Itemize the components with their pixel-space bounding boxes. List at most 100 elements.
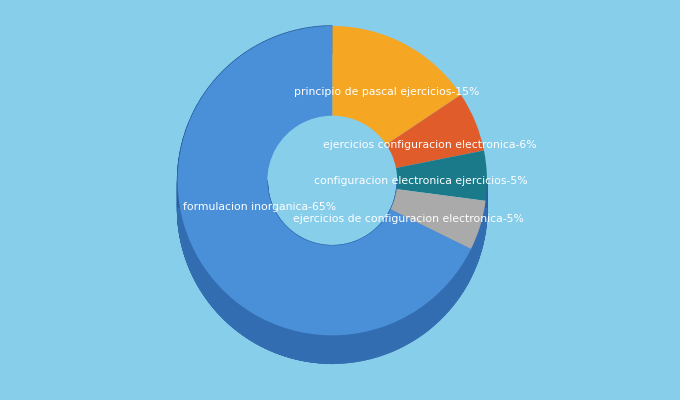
Polygon shape: [436, 294, 438, 323]
Polygon shape: [185, 132, 186, 162]
Polygon shape: [188, 122, 189, 152]
Polygon shape: [305, 28, 308, 56]
Polygon shape: [242, 306, 244, 336]
Polygon shape: [213, 81, 214, 110]
Polygon shape: [228, 65, 230, 94]
Text: principio de pascal ejercicios-15%: principio de pascal ejercicios-15%: [294, 88, 479, 98]
Polygon shape: [388, 324, 390, 353]
Polygon shape: [320, 335, 322, 363]
Polygon shape: [213, 279, 214, 308]
Polygon shape: [224, 68, 226, 98]
Polygon shape: [350, 334, 353, 362]
Polygon shape: [342, 245, 343, 273]
Polygon shape: [290, 330, 292, 358]
Polygon shape: [374, 230, 375, 258]
Polygon shape: [187, 124, 188, 155]
Polygon shape: [295, 331, 297, 359]
Polygon shape: [279, 326, 281, 354]
Polygon shape: [390, 323, 393, 352]
Polygon shape: [335, 246, 336, 274]
Polygon shape: [448, 282, 449, 311]
Polygon shape: [264, 320, 266, 348]
Polygon shape: [211, 82, 213, 112]
Polygon shape: [432, 297, 434, 326]
Polygon shape: [330, 335, 333, 363]
Polygon shape: [214, 281, 216, 310]
Polygon shape: [360, 239, 362, 267]
Polygon shape: [219, 74, 221, 103]
Polygon shape: [296, 234, 297, 263]
Polygon shape: [305, 240, 306, 268]
Polygon shape: [341, 335, 343, 363]
Polygon shape: [249, 311, 251, 340]
Polygon shape: [221, 288, 222, 318]
Polygon shape: [322, 245, 324, 273]
Polygon shape: [402, 318, 404, 347]
Polygon shape: [328, 335, 331, 363]
Polygon shape: [474, 240, 475, 270]
Polygon shape: [341, 245, 342, 273]
Polygon shape: [236, 302, 238, 331]
Polygon shape: [378, 226, 379, 255]
Polygon shape: [185, 228, 186, 258]
Polygon shape: [201, 263, 203, 293]
Polygon shape: [377, 227, 378, 255]
Polygon shape: [284, 328, 286, 356]
Polygon shape: [233, 300, 235, 329]
Polygon shape: [337, 245, 338, 273]
Polygon shape: [209, 275, 211, 305]
Polygon shape: [355, 241, 356, 270]
Polygon shape: [219, 286, 221, 316]
Polygon shape: [201, 96, 203, 126]
Polygon shape: [296, 331, 299, 360]
Polygon shape: [228, 295, 230, 324]
Polygon shape: [188, 238, 190, 268]
Polygon shape: [275, 36, 277, 65]
Polygon shape: [470, 249, 471, 279]
Polygon shape: [194, 250, 195, 280]
Polygon shape: [333, 335, 336, 363]
Polygon shape: [327, 335, 330, 363]
Polygon shape: [290, 230, 291, 259]
Polygon shape: [348, 244, 349, 272]
Polygon shape: [193, 111, 194, 141]
Polygon shape: [349, 243, 350, 271]
Polygon shape: [205, 268, 206, 298]
Polygon shape: [189, 120, 190, 150]
Polygon shape: [262, 318, 264, 347]
Polygon shape: [194, 251, 196, 281]
Polygon shape: [376, 228, 377, 257]
Polygon shape: [367, 235, 368, 264]
Polygon shape: [277, 35, 279, 64]
Polygon shape: [318, 244, 320, 272]
Polygon shape: [299, 29, 301, 58]
Polygon shape: [303, 239, 304, 267]
Polygon shape: [298, 236, 299, 264]
Polygon shape: [471, 247, 472, 277]
Polygon shape: [288, 329, 290, 357]
Polygon shape: [218, 284, 219, 314]
Polygon shape: [336, 246, 337, 273]
Polygon shape: [212, 278, 214, 308]
Polygon shape: [379, 224, 380, 253]
Polygon shape: [266, 40, 269, 69]
Polygon shape: [316, 334, 318, 362]
Polygon shape: [289, 32, 291, 60]
Polygon shape: [354, 242, 355, 270]
Text: configuracion electronica ejercicios-5%: configuracion electronica ejercicios-5%: [313, 176, 527, 186]
Polygon shape: [328, 246, 330, 274]
Polygon shape: [248, 310, 250, 340]
Polygon shape: [231, 298, 233, 327]
Polygon shape: [375, 329, 377, 357]
Polygon shape: [408, 314, 410, 343]
Polygon shape: [415, 310, 417, 340]
Polygon shape: [214, 280, 215, 309]
Polygon shape: [186, 232, 187, 262]
Polygon shape: [326, 245, 328, 273]
Polygon shape: [304, 239, 305, 268]
Polygon shape: [223, 290, 225, 320]
Polygon shape: [283, 327, 286, 356]
Polygon shape: [192, 246, 193, 276]
Polygon shape: [203, 265, 204, 295]
Polygon shape: [462, 262, 464, 292]
